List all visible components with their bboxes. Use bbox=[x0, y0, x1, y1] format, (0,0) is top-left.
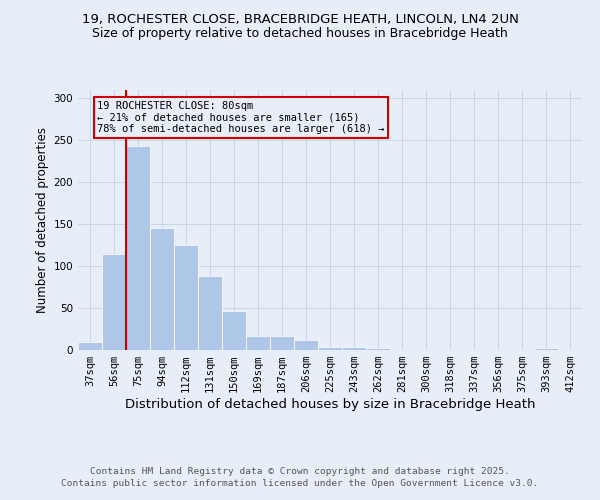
Bar bbox=[294, 340, 318, 350]
Bar bbox=[102, 254, 126, 350]
Bar bbox=[198, 276, 222, 350]
Text: Size of property relative to detached houses in Bracebridge Heath: Size of property relative to detached ho… bbox=[92, 28, 508, 40]
Text: Contains HM Land Registry data © Crown copyright and database right 2025.
Contai: Contains HM Land Registry data © Crown c… bbox=[61, 466, 539, 487]
Bar bbox=[246, 336, 270, 350]
X-axis label: Distribution of detached houses by size in Bracebridge Heath: Distribution of detached houses by size … bbox=[125, 398, 535, 411]
Text: 19, ROCHESTER CLOSE, BRACEBRIDGE HEATH, LINCOLN, LN4 2UN: 19, ROCHESTER CLOSE, BRACEBRIDGE HEATH, … bbox=[82, 12, 518, 26]
Bar bbox=[150, 228, 174, 350]
Bar bbox=[126, 146, 150, 350]
Bar bbox=[78, 342, 102, 350]
Bar bbox=[222, 310, 246, 350]
Text: 19 ROCHESTER CLOSE: 80sqm
← 21% of detached houses are smaller (165)
78% of semi: 19 ROCHESTER CLOSE: 80sqm ← 21% of detac… bbox=[97, 101, 385, 134]
Bar bbox=[174, 245, 198, 350]
Y-axis label: Number of detached properties: Number of detached properties bbox=[36, 127, 49, 313]
Bar bbox=[270, 336, 294, 350]
Bar bbox=[534, 348, 558, 350]
Bar bbox=[318, 348, 342, 350]
Bar bbox=[342, 348, 366, 350]
Bar bbox=[366, 348, 390, 350]
